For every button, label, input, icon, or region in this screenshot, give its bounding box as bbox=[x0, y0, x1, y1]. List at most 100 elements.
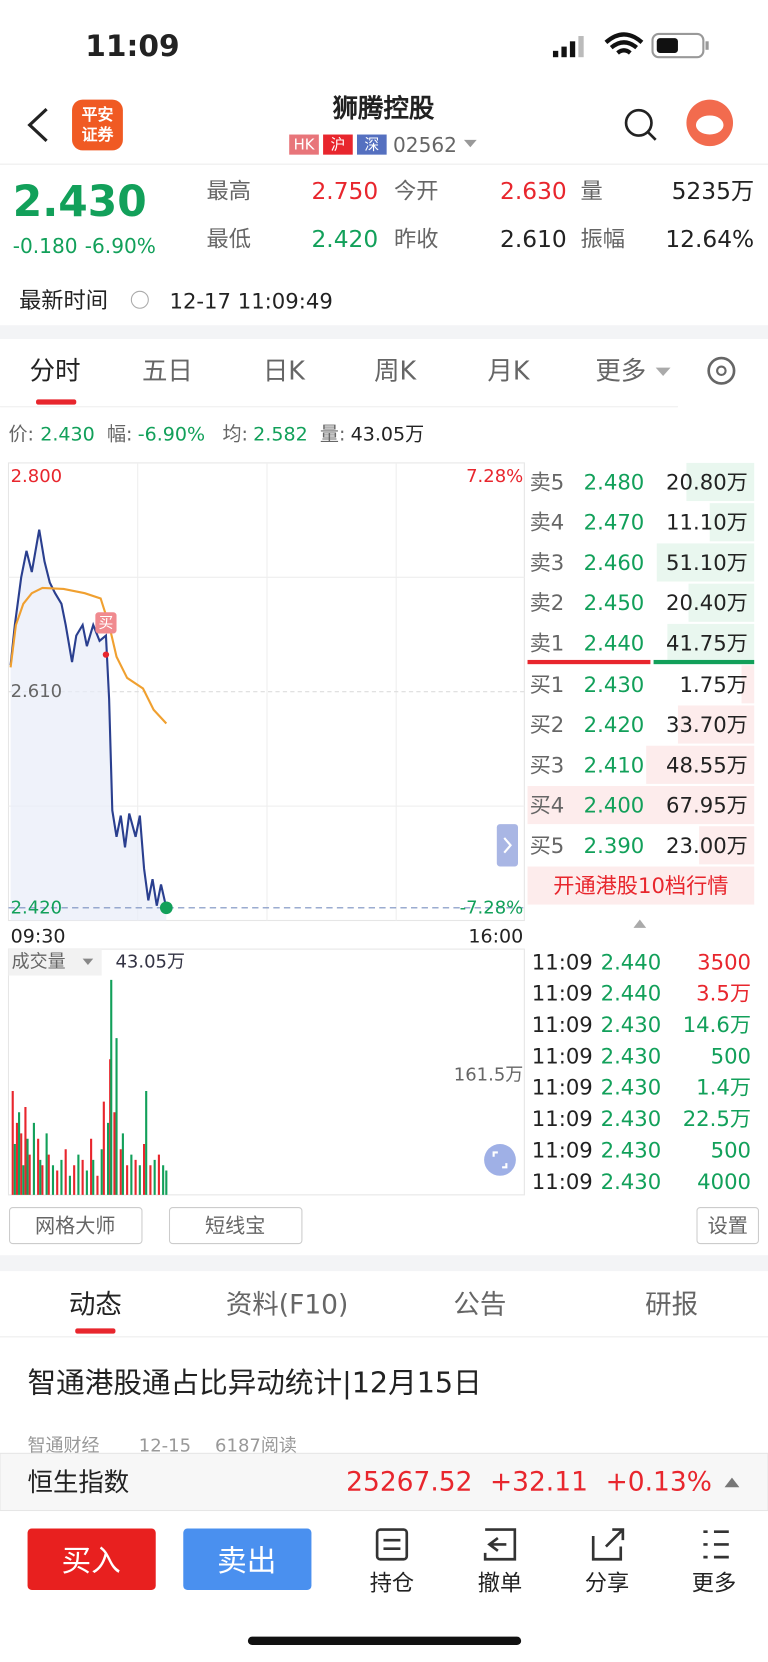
tool-button[interactable]: 网格大师 bbox=[35, 1214, 115, 1238]
news-date: 12-15 bbox=[139, 1435, 191, 1456]
hk-depth-link[interactable]: 开通港股10档行情 bbox=[553, 873, 728, 898]
trade-price: 2.440 bbox=[601, 949, 662, 974]
chart-tab[interactable]: 更多 bbox=[595, 356, 646, 386]
tool-button[interactable]: 设置 bbox=[708, 1214, 748, 1238]
news-tab[interactable]: 公告 bbox=[453, 1290, 506, 1321]
volume-value: 43.05万 bbox=[115, 951, 185, 972]
field-value: 2.630 bbox=[500, 178, 567, 205]
x-start: 09:30 bbox=[11, 925, 66, 947]
news-title[interactable]: 智通港股通占比异动统计|12月15日 bbox=[28, 1365, 482, 1399]
book-qty: 23.00万 bbox=[666, 833, 748, 858]
status-time: 11:09 bbox=[85, 28, 179, 63]
news-tab[interactable]: 研报 bbox=[645, 1290, 698, 1321]
market-tag: 沪 bbox=[331, 137, 346, 154]
news-source: 智通财经 bbox=[28, 1435, 100, 1456]
sell-button[interactable] bbox=[183, 1528, 312, 1590]
pct-bottom: -7.28% bbox=[460, 897, 524, 918]
chart-tab[interactable]: 日K bbox=[263, 356, 306, 386]
chart-tab[interactable]: 月K bbox=[487, 356, 530, 386]
field-value: 12.64% bbox=[665, 226, 754, 253]
trade-qty: 3.5万 bbox=[696, 981, 751, 1006]
info-label: 量: bbox=[320, 423, 345, 445]
home-indicator bbox=[247, 1636, 522, 1646]
change-pct: -6.90% bbox=[85, 234, 156, 258]
trade-time: 11:09 bbox=[532, 1137, 593, 1162]
field-value: 2.750 bbox=[311, 178, 378, 205]
pct-top: 7.28% bbox=[466, 466, 523, 487]
news-tab[interactable]: 动态 bbox=[69, 1290, 122, 1321]
field-label: 最低 bbox=[207, 226, 251, 252]
trade-price: 2.430 bbox=[601, 1169, 662, 1194]
book-qty: 67.95万 bbox=[666, 793, 748, 818]
action-item[interactable]: 撤单 bbox=[478, 1571, 522, 1597]
trade-price: 2.430 bbox=[601, 1106, 662, 1131]
book-label: 买2 bbox=[530, 712, 565, 737]
last-price: 2.430 bbox=[13, 177, 147, 226]
info-label: 幅: bbox=[107, 423, 132, 445]
buy-button[interactable] bbox=[27, 1528, 156, 1590]
trade-time: 11:09 bbox=[532, 1075, 593, 1100]
action-item[interactable]: 更多 bbox=[692, 1571, 736, 1597]
trade-time: 11:09 bbox=[532, 1169, 593, 1194]
news-reads: 6187阅读 bbox=[215, 1435, 297, 1456]
info-value: 2.582 bbox=[253, 423, 308, 445]
book-label: 买3 bbox=[530, 752, 565, 777]
trade-qty: 22.5万 bbox=[683, 1106, 751, 1131]
trade-price: 2.430 bbox=[601, 1043, 662, 1068]
y-top: 2.800 bbox=[11, 466, 63, 487]
chart-tab[interactable]: 五日 bbox=[142, 356, 193, 386]
index-change: +32.11 bbox=[490, 1466, 588, 1497]
book-price: 2.470 bbox=[584, 510, 645, 535]
trade-price: 2.430 bbox=[601, 1075, 662, 1100]
trade-time: 11:09 bbox=[532, 949, 593, 974]
book-price: 2.390 bbox=[584, 833, 645, 858]
field-value: 2.610 bbox=[500, 226, 567, 253]
action-item[interactable]: 分享 bbox=[585, 1571, 629, 1597]
chart-tab[interactable]: 周K bbox=[374, 356, 417, 386]
book-qty: 11.10万 bbox=[666, 510, 748, 535]
field-label: 量 bbox=[580, 179, 602, 205]
tool-button[interactable]: 短线宝 bbox=[205, 1214, 265, 1238]
trade-qty: 500 bbox=[711, 1043, 751, 1068]
trade-price: 2.430 bbox=[601, 1137, 662, 1162]
news-tab[interactable]: 资料(F10) bbox=[226, 1290, 348, 1321]
trade-qty: 3500 bbox=[697, 949, 751, 974]
settings-button[interactable] bbox=[707, 356, 736, 385]
book-qty: 41.75万 bbox=[666, 630, 748, 655]
info-label: 价: bbox=[8, 423, 33, 445]
field-label: 最高 bbox=[207, 179, 251, 205]
field-label: 昨收 bbox=[394, 226, 438, 252]
book-price: 2.430 bbox=[584, 672, 645, 697]
back-button[interactable] bbox=[27, 107, 48, 143]
book-qty: 20.40万 bbox=[666, 590, 748, 615]
field-value: 5235万 bbox=[672, 178, 755, 205]
book-price: 2.460 bbox=[584, 550, 645, 575]
chart-tab[interactable]: 分时 bbox=[30, 356, 81, 386]
trade-time: 11:09 bbox=[532, 981, 593, 1006]
search-button[interactable] bbox=[624, 108, 653, 137]
update-time: 12-17 11:09:49 bbox=[169, 288, 332, 313]
logo-text: 平安 bbox=[82, 105, 114, 124]
depth-bars bbox=[527, 462, 755, 905]
trade-time: 11:09 bbox=[532, 1106, 593, 1131]
book-qty: 1.75万 bbox=[680, 672, 748, 697]
book-price: 2.420 bbox=[584, 712, 645, 737]
book-label: 卖5 bbox=[530, 469, 565, 494]
index-value: 25267.52 bbox=[346, 1466, 472, 1497]
info-value: 43.05万 bbox=[351, 423, 425, 445]
book-qty: 33.70万 bbox=[666, 712, 748, 737]
y-mid: 2.610 bbox=[11, 681, 63, 702]
info-label: 均: bbox=[222, 423, 247, 445]
trade-price: 2.440 bbox=[601, 981, 662, 1006]
stock-name: 狮腾控股 bbox=[333, 93, 435, 123]
action-item[interactable]: 持仓 bbox=[370, 1571, 414, 1597]
trade-qty: 14.6万 bbox=[683, 1012, 751, 1037]
field-value: 2.420 bbox=[311, 226, 378, 253]
market-tag: 深 bbox=[364, 137, 379, 154]
logo-text: 证券 bbox=[82, 125, 115, 144]
book-label: 买5 bbox=[530, 833, 565, 858]
book-label: 卖1 bbox=[530, 630, 565, 655]
book-label: 买4 bbox=[530, 793, 565, 818]
book-qty: 51.10万 bbox=[666, 550, 748, 575]
